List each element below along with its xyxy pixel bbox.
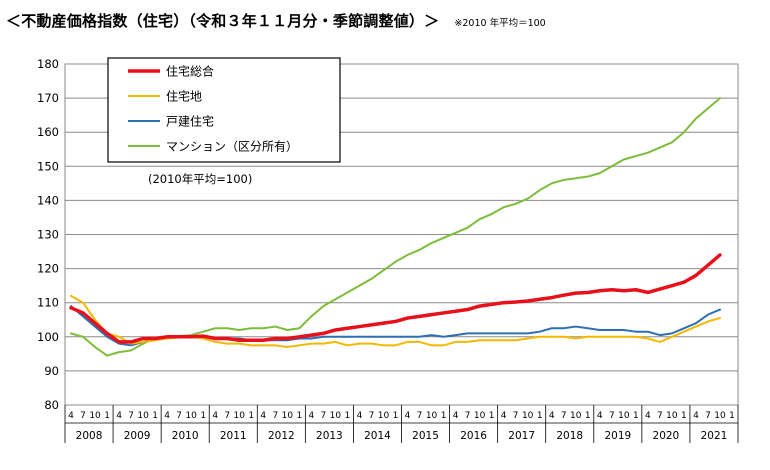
x-month-tick-label: 10 <box>378 411 390 421</box>
x-month-tick-label: 7 <box>80 411 86 421</box>
series-line-1 <box>69 253 722 344</box>
y-tick-label: 170 <box>37 91 59 105</box>
y-tick-label: 120 <box>37 262 59 276</box>
x-month-tick-label: 4 <box>597 411 603 421</box>
y-tick-label: 130 <box>37 228 59 242</box>
x-month-tick-label: 10 <box>137 411 149 421</box>
x-month-tick-label: 10 <box>522 411 534 421</box>
y-tick-label: 80 <box>44 398 59 412</box>
x-month-tick-label: 7 <box>513 411 519 421</box>
x-month-tick-label: 7 <box>561 411 567 421</box>
x-month-tick-label: 4 <box>645 411 651 421</box>
x-month-tick-label: 4 <box>68 411 74 421</box>
x-month-tick-label: 7 <box>176 411 182 421</box>
x-month-tick-label: 1 <box>393 411 399 421</box>
x-month-tick-label: 1 <box>489 411 495 421</box>
legend-label: 住宅地 <box>166 89 202 104</box>
x-month-tick-label: 1 <box>152 411 158 421</box>
x-month-tick-label: 1 <box>585 411 591 421</box>
x-month-tick-label: 10 <box>234 411 246 421</box>
x-month-tick-label: 4 <box>212 411 218 421</box>
x-year-label: 2012 <box>268 430 295 442</box>
chart-header: ＜不動産価格指数（住宅）（令和３年１１月分・季節調整値）＞ ※2010 年平均＝… <box>6 10 546 31</box>
x-year-label: 2016 <box>460 430 487 442</box>
y-tick-label: 180 <box>37 57 59 71</box>
x-month-tick-label: 4 <box>308 411 314 421</box>
x-month-tick-label: 1 <box>729 411 735 421</box>
x-month-tick-label: 10 <box>570 411 582 421</box>
x-year-label: 2008 <box>76 430 103 442</box>
x-month-tick-label: 1 <box>296 411 302 421</box>
chart-title: ＜不動産価格指数（住宅）（令和３年１１月分・季節調整値）＞ <box>6 12 440 30</box>
x-year-label: 2015 <box>412 430 439 442</box>
x-month-tick-label: 1 <box>537 411 543 421</box>
x-month-tick-label: 10 <box>618 411 630 421</box>
x-month-tick-label: 10 <box>474 411 486 421</box>
x-month-tick-label: 7 <box>609 411 615 421</box>
x-year-label: 2009 <box>124 430 151 442</box>
x-year-label: 2019 <box>604 430 631 442</box>
x-year-label: 2018 <box>556 430 583 442</box>
y-tick-label: 140 <box>37 193 59 207</box>
x-month-tick-label: 10 <box>714 411 726 421</box>
y-tick-label: 110 <box>37 296 59 310</box>
series-line-3 <box>70 305 721 347</box>
x-month-tick-label: 4 <box>549 411 555 421</box>
base-year-annotation: (2010年平均=100) <box>148 172 252 186</box>
x-month-tick-label: 1 <box>248 411 254 421</box>
x-month-tick-label: 4 <box>405 411 411 421</box>
x-month-tick-label: 7 <box>321 411 327 421</box>
legend-box <box>107 57 341 163</box>
x-month-tick-label: 10 <box>282 411 294 421</box>
x-month-tick-label: 1 <box>441 411 447 421</box>
x-year-label: 2013 <box>316 430 343 442</box>
x-year-label: 2020 <box>653 430 680 442</box>
series-lines <box>69 97 722 357</box>
x-month-tick-label: 1 <box>633 411 639 421</box>
x-month-tick-label: 7 <box>272 411 278 421</box>
x-month-tick-label: 4 <box>693 411 699 421</box>
x-month-tick-label: 7 <box>369 411 375 421</box>
x-month-tick-label: 1 <box>345 411 351 421</box>
base-year-note: ※2010 年平均＝100 <box>454 18 546 29</box>
x-axis: 4 7 10 1 4 7 10 1 4 7 10 1 4 7 10 1 4 7 10 1 4 7 10 1 4 7 10 1 4 7 10 1… <box>64 405 739 443</box>
x-month-tick-label: 10 <box>666 411 678 421</box>
x-month-tick-label: 7 <box>417 411 423 421</box>
x-month-tick-label: 4 <box>164 411 170 421</box>
x-year-label: 2021 <box>701 430 728 442</box>
x-month-tick-label: 10 <box>185 411 197 421</box>
legend-label: マンション（区分所有） <box>166 140 298 154</box>
y-tick-label: 150 <box>37 159 59 173</box>
y-tick-label: 160 <box>37 125 59 139</box>
legend-label: 住宅総合 <box>166 64 214 79</box>
x-year-label: 2011 <box>220 430 247 442</box>
x-month-tick-label: 10 <box>426 411 438 421</box>
x-month-tick-label: 7 <box>657 411 663 421</box>
x-month-tick-label: 1 <box>681 411 687 421</box>
x-month-tick-label: 1 <box>200 411 206 421</box>
x-month-tick-label: 7 <box>224 411 230 421</box>
y-tick-label: 100 <box>37 330 59 344</box>
x-month-tick-label: 4 <box>116 411 122 421</box>
x-month-tick-label: 4 <box>501 411 507 421</box>
y-axis: 80 90 100 110 120 130 140 150 160 170 180 <box>37 57 59 412</box>
x-month-tick-label: 4 <box>260 411 266 421</box>
x-month-tick-label: 7 <box>705 411 711 421</box>
x-year-label: 2017 <box>508 430 535 442</box>
x-month-tick-label: 7 <box>128 411 134 421</box>
x-month-tick-label: 10 <box>89 411 101 421</box>
x-year-label: 2014 <box>364 430 391 442</box>
legend-label: 戸建住宅 <box>166 114 214 129</box>
x-year-label: 2010 <box>172 430 199 442</box>
x-month-tick-label: 1 <box>104 411 110 421</box>
x-month-tick-label: 7 <box>465 411 471 421</box>
x-month-tick-label: 10 <box>330 411 342 421</box>
x-month-tick-label: 4 <box>357 411 363 421</box>
y-tick-label: 90 <box>44 364 59 378</box>
x-month-tick-label: 4 <box>453 411 459 421</box>
